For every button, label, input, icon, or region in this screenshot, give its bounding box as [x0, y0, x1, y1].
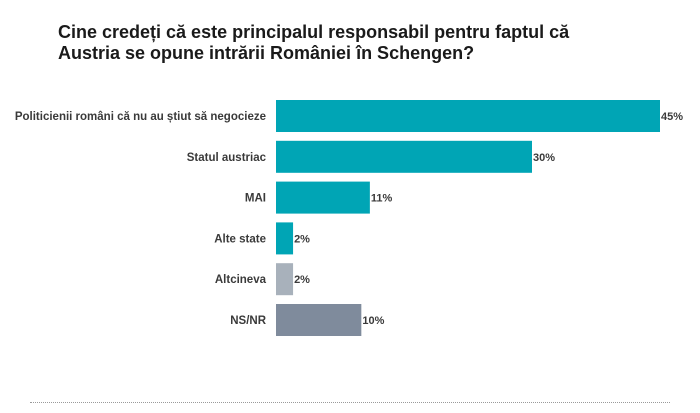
value-label: 2% [294, 274, 310, 286]
category-label: Politicienii români că nu au știut să ne… [15, 111, 266, 123]
category-label: Statul austriac [187, 152, 267, 164]
bar [276, 181, 370, 214]
value-label: 11% [371, 193, 393, 205]
bar [276, 140, 532, 173]
bar [276, 222, 294, 255]
bar [276, 304, 362, 336]
chart-title: Cine credeți că este principalul respons… [58, 22, 570, 63]
bottom-divider [30, 402, 670, 403]
category-label: MAI [245, 193, 266, 205]
value-label: 45% [661, 111, 683, 123]
value-label: 10% [362, 315, 384, 327]
category-label: Altcineva [215, 274, 267, 286]
value-label: 30% [533, 152, 555, 164]
bar [276, 100, 660, 132]
category-label: NS/NR [230, 315, 266, 327]
bar [276, 263, 294, 296]
value-label: 2% [294, 233, 310, 245]
category-label: Alte state [214, 233, 266, 245]
